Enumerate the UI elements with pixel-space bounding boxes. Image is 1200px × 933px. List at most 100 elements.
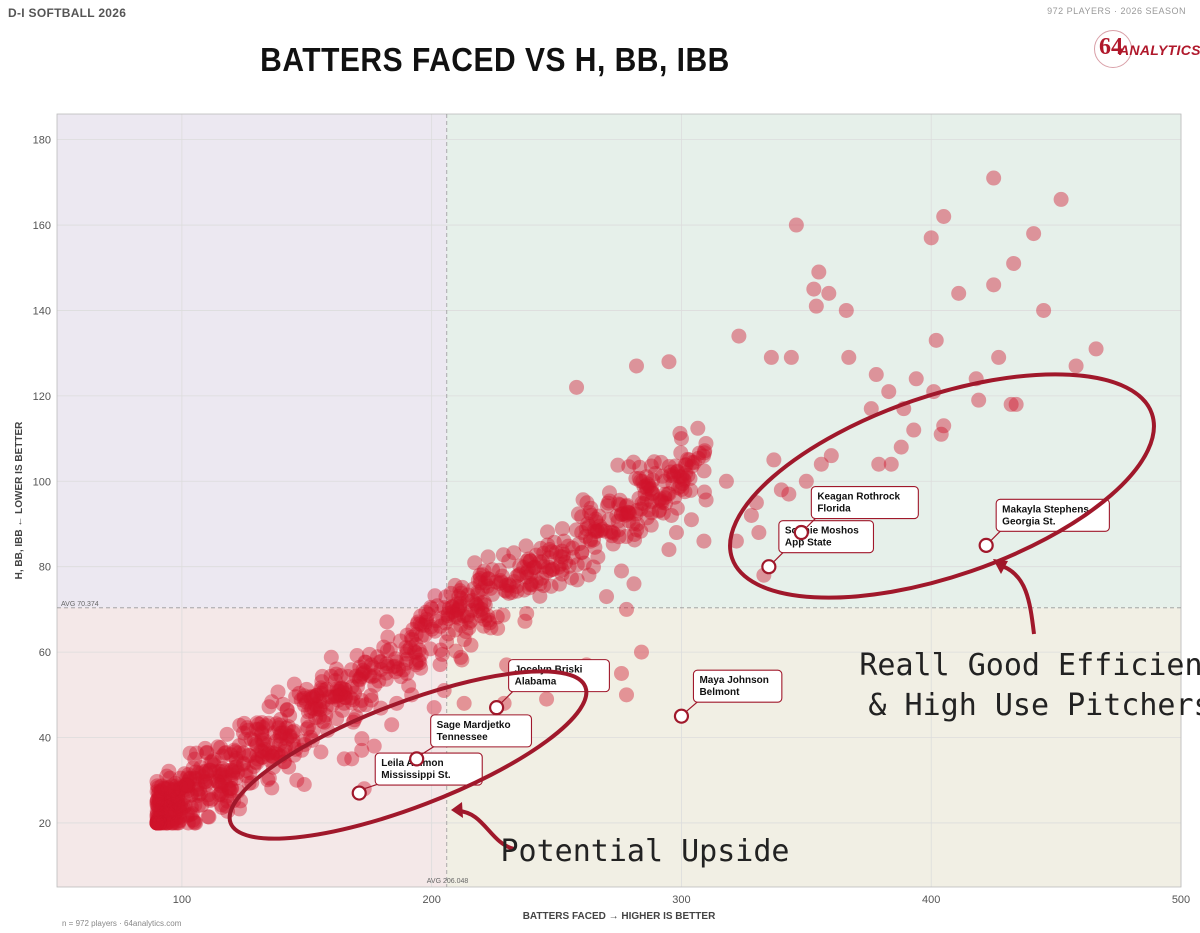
data-point bbox=[328, 661, 344, 677]
data-point bbox=[149, 815, 165, 831]
data-point bbox=[574, 524, 590, 540]
data-point bbox=[261, 715, 277, 731]
data-point bbox=[171, 815, 187, 831]
data-point bbox=[806, 281, 822, 297]
data-point bbox=[329, 681, 345, 697]
data-point bbox=[686, 455, 702, 471]
data-point bbox=[456, 608, 472, 624]
data-point bbox=[167, 806, 183, 822]
data-point bbox=[472, 567, 488, 583]
data-point bbox=[254, 749, 270, 765]
data-point bbox=[651, 492, 667, 508]
data-point bbox=[354, 742, 370, 758]
data-point bbox=[249, 715, 265, 731]
data-point bbox=[398, 655, 414, 671]
data-point bbox=[448, 643, 464, 659]
data-point bbox=[696, 463, 712, 479]
data-point bbox=[180, 815, 196, 831]
data-point bbox=[195, 764, 211, 780]
data-point bbox=[841, 349, 857, 365]
data-point bbox=[690, 420, 706, 436]
data-point bbox=[670, 463, 686, 479]
data-point bbox=[668, 525, 684, 541]
plot-frame bbox=[56, 113, 1182, 888]
data-point bbox=[411, 652, 427, 668]
data-point bbox=[164, 790, 180, 806]
data-point bbox=[528, 547, 544, 563]
data-point bbox=[149, 808, 165, 824]
data-point bbox=[260, 772, 276, 788]
data-point bbox=[476, 618, 492, 634]
data-point bbox=[217, 776, 233, 792]
data-point bbox=[271, 720, 287, 736]
data-point bbox=[639, 510, 655, 526]
data-point bbox=[657, 486, 673, 502]
data-point bbox=[923, 230, 939, 246]
data-point bbox=[433, 642, 449, 658]
data-point bbox=[408, 657, 424, 673]
data-point bbox=[444, 599, 460, 615]
data-point bbox=[149, 813, 165, 829]
data-point bbox=[231, 745, 247, 761]
data-point bbox=[163, 815, 179, 831]
data-point bbox=[434, 646, 450, 662]
data-point bbox=[212, 763, 228, 779]
data-point bbox=[511, 567, 527, 583]
data-point bbox=[798, 473, 814, 489]
data-point bbox=[512, 566, 528, 582]
data-point bbox=[626, 454, 642, 470]
data-point bbox=[551, 576, 567, 592]
data-point bbox=[225, 765, 241, 781]
data-point bbox=[683, 512, 699, 528]
data-point bbox=[422, 641, 438, 657]
data-point bbox=[501, 577, 517, 593]
data-point bbox=[217, 770, 233, 786]
data-point bbox=[480, 608, 496, 624]
data-point bbox=[197, 774, 213, 790]
data-point bbox=[170, 788, 186, 804]
data-point bbox=[313, 744, 329, 760]
data-point bbox=[255, 749, 271, 765]
data-point bbox=[188, 745, 204, 761]
data-point bbox=[593, 523, 609, 539]
data-point bbox=[628, 506, 644, 522]
data-point bbox=[618, 507, 634, 523]
data-point bbox=[473, 608, 489, 624]
data-point bbox=[151, 815, 167, 831]
data-point bbox=[613, 665, 629, 681]
data-point bbox=[599, 589, 615, 605]
data-point bbox=[639, 480, 655, 496]
data-point bbox=[214, 783, 230, 799]
data-point bbox=[150, 813, 166, 829]
data-point bbox=[182, 745, 198, 761]
data-point bbox=[353, 669, 369, 685]
data-point bbox=[399, 665, 415, 681]
data-point bbox=[482, 615, 498, 631]
data-point bbox=[330, 692, 346, 708]
data-point bbox=[574, 544, 590, 560]
data-point bbox=[296, 690, 312, 706]
data-point bbox=[336, 751, 352, 767]
data-point bbox=[279, 731, 295, 747]
data-point bbox=[1006, 255, 1022, 271]
data-point bbox=[246, 758, 262, 774]
data-point bbox=[480, 571, 496, 587]
data-point bbox=[618, 498, 634, 514]
bottom-highlight-ellipse bbox=[227, 669, 589, 841]
y-tick-label: 100 bbox=[33, 476, 51, 488]
data-point bbox=[230, 764, 246, 780]
data-point bbox=[523, 576, 539, 592]
data-point bbox=[192, 786, 208, 802]
data-point bbox=[160, 798, 176, 814]
data-point bbox=[268, 733, 284, 749]
data-point bbox=[159, 794, 175, 810]
data-point bbox=[152, 806, 168, 822]
label-name: Sophie Moshos bbox=[785, 526, 859, 537]
data-point bbox=[636, 479, 652, 495]
data-point bbox=[168, 793, 184, 809]
x-tick-label: 500 bbox=[1172, 894, 1190, 906]
data-point bbox=[154, 778, 170, 794]
data-point bbox=[279, 702, 295, 718]
data-point bbox=[173, 800, 189, 816]
data-point bbox=[303, 703, 319, 719]
